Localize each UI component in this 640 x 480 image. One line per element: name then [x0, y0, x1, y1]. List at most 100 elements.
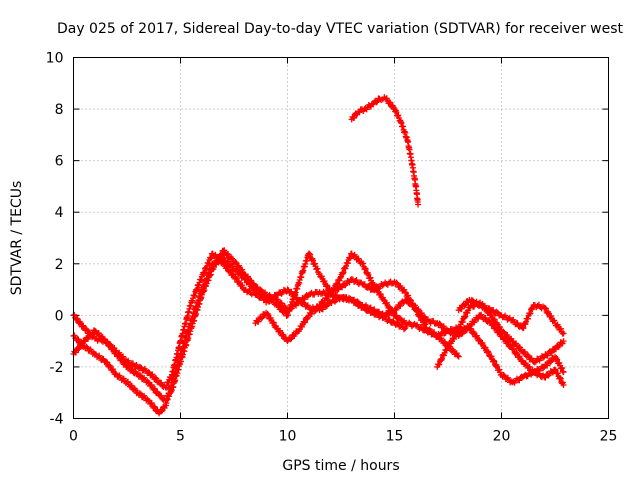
data-point: [552, 366, 558, 373]
data-point: [153, 375, 160, 382]
data-point: [560, 381, 567, 388]
data-point: [393, 279, 400, 286]
y-tick-label: 6: [55, 154, 64, 170]
data-point: [308, 310, 315, 317]
data-point: [288, 288, 295, 295]
data-point: [307, 290, 314, 297]
data-point: [88, 332, 95, 339]
data-point: [297, 297, 304, 304]
data-point: [71, 332, 78, 339]
data-point: [484, 348, 491, 355]
data-point: [148, 381, 155, 388]
y-tick-label: 4: [55, 205, 64, 221]
data-point: [158, 408, 165, 415]
data-point: [407, 299, 414, 306]
data-point: [362, 265, 369, 272]
data-point: [386, 303, 393, 310]
data-point: [462, 313, 469, 320]
data-point: [451, 336, 458, 342]
data-point: [221, 247, 228, 254]
data-point: [266, 298, 273, 305]
data-point: [279, 331, 286, 338]
data-point: [331, 285, 338, 292]
data-point: [354, 298, 361, 305]
data-point: [213, 261, 220, 268]
data-point: [554, 370, 561, 377]
data-point: [438, 335, 445, 342]
data-point: [454, 352, 461, 359]
data-point: [519, 357, 526, 364]
data-point: [544, 352, 551, 359]
data-point: [490, 307, 497, 314]
series-arc-6: [434, 324, 567, 386]
data-point: [468, 325, 475, 332]
data-point: [454, 331, 461, 338]
data-point: [324, 283, 331, 290]
data-point: [351, 296, 358, 303]
x-axis-label: GPS time / hours: [282, 458, 399, 474]
data-point: [547, 359, 554, 366]
data-point: [490, 357, 497, 364]
data-point: [524, 351, 531, 358]
data-point: [129, 366, 136, 373]
data-point: [149, 371, 156, 378]
data-point: [493, 308, 500, 315]
data-point: [257, 286, 264, 293]
data-point: [95, 330, 102, 337]
data-point: [308, 256, 315, 263]
data-point: [491, 358, 498, 365]
data-point: [381, 312, 388, 319]
data-point: [560, 338, 567, 345]
data-point: [328, 300, 335, 307]
data-point: [367, 274, 374, 281]
data-point: [120, 353, 127, 360]
data-point: [559, 365, 566, 372]
data-point: [393, 320, 400, 327]
data-point: [360, 260, 367, 267]
data-point: [438, 355, 445, 362]
data-point: [277, 327, 284, 334]
y-tick-label: -4: [50, 412, 64, 428]
data-point: [158, 392, 165, 399]
data-point: [393, 312, 400, 319]
data-point: [418, 310, 425, 317]
data-point: [120, 375, 127, 382]
data-point: [136, 372, 143, 379]
data-point: [415, 201, 422, 208]
data-point: [455, 353, 462, 360]
x-tick-label: 10: [279, 429, 297, 445]
plot-frame: [73, 57, 609, 419]
data-point: [309, 257, 316, 264]
data-point: [364, 270, 371, 277]
data-point: [75, 336, 82, 343]
data-point: [355, 255, 362, 262]
data-point: [540, 365, 547, 372]
data-point: [324, 302, 331, 309]
data-point: [258, 315, 265, 322]
data-point: [137, 363, 144, 370]
x-tick-label: 20: [493, 429, 511, 445]
data-point: [239, 266, 246, 273]
data-point: [270, 295, 277, 302]
data-point: [496, 328, 503, 335]
data-point: [166, 393, 173, 400]
data-point: [300, 299, 307, 306]
data-point: [461, 302, 468, 309]
data-point: [400, 299, 407, 306]
data-point: [270, 319, 277, 326]
series-arc-7: [455, 296, 567, 337]
data-point: [305, 250, 312, 257]
data-point: [83, 343, 90, 350]
data-point: [542, 374, 549, 381]
data-point: [339, 284, 346, 291]
data-point: [148, 399, 155, 406]
series-arc-5: [263, 286, 567, 388]
data-point: [401, 326, 408, 333]
data-point: [302, 319, 309, 326]
data-point: [540, 354, 547, 361]
data-point: [136, 390, 143, 397]
data-point: [397, 302, 404, 309]
data-point: [501, 335, 508, 342]
data-point: [244, 273, 251, 280]
data-point: [119, 356, 126, 363]
